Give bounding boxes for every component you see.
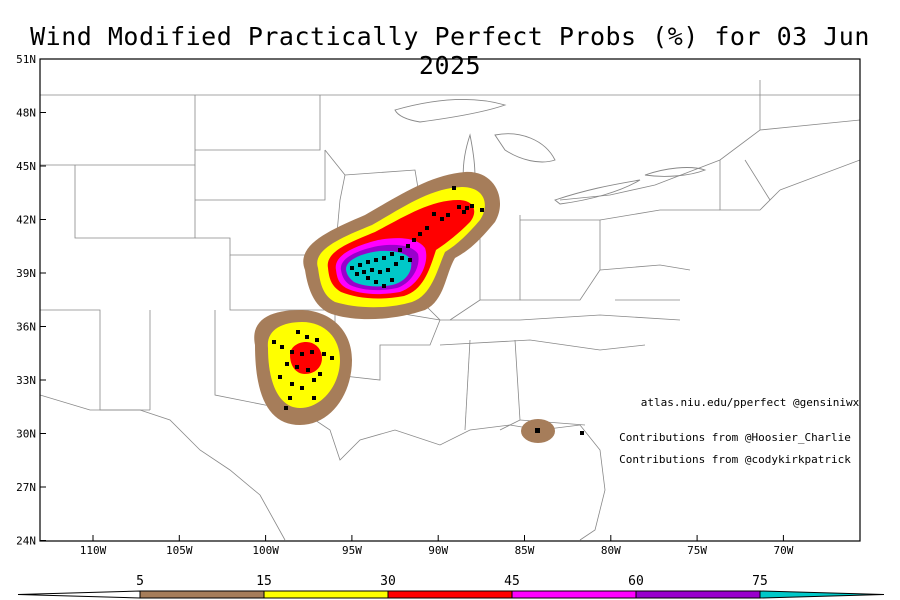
colorbar-label: 30	[380, 574, 396, 589]
lon-label: 90W	[428, 544, 448, 557]
lat-label: 51N	[16, 53, 36, 66]
longitude-axis: 110W 105W 100W 95W 90W 85W 80W 75W 70W	[80, 535, 794, 557]
credit-contrib-1: Contributions from @Hoosier_Charlie	[619, 431, 851, 444]
credit-site: atlas.niu.edu/pperfect @gensiniwx	[641, 396, 860, 409]
colorbar-label: 60	[628, 574, 644, 589]
lon-label: 75W	[687, 544, 707, 557]
colorbar-min-triangle	[17, 590, 141, 599]
lat-label: 24N	[16, 535, 36, 548]
contour-75-north	[345, 250, 412, 287]
page-title: Wind Modified Practically Perfect Probs …	[30, 22, 870, 80]
map-frame	[39, 58, 861, 542]
colorbar-label: 5	[136, 574, 144, 589]
lat-label: 45N	[16, 160, 36, 173]
great-lakes	[394, 99, 707, 207]
prob-contours	[254, 171, 555, 443]
latitude-axis: 51N 48N 45N 42N 39N 36N 33N 30N 27N 24N	[16, 53, 46, 548]
lon-label: 70W	[773, 544, 793, 557]
colorbar-max-triangle	[759, 590, 885, 599]
lat-label: 42N	[16, 214, 36, 227]
lon-label: 105W	[166, 544, 193, 557]
state-borders	[40, 80, 860, 541]
lon-label: 80W	[601, 544, 621, 557]
lat-label: 36N	[16, 321, 36, 334]
colorbar-segment	[139, 590, 265, 599]
colorbar-label: 75	[752, 574, 768, 589]
lat-label: 48N	[16, 107, 36, 120]
colorbar-label: 15	[256, 574, 272, 589]
lon-label: 100W	[252, 544, 279, 557]
colorbar-segment	[263, 590, 389, 599]
lat-label: 33N	[16, 374, 36, 387]
colorbar: 5 15 30 45 60 75	[17, 574, 885, 599]
lon-label: 85W	[515, 544, 535, 557]
lat-label: 39N	[16, 267, 36, 280]
lat-label: 30N	[16, 428, 36, 441]
lat-label: 27N	[16, 481, 36, 494]
colorbar-segment	[635, 590, 761, 599]
colorbar-segment	[511, 590, 637, 599]
storm-reports	[272, 186, 584, 435]
lon-label: 110W	[80, 544, 107, 557]
colorbar-label: 45	[504, 574, 520, 589]
lon-label: 95W	[342, 544, 362, 557]
colorbar-segment	[387, 590, 513, 599]
credit-contrib-2: Contributions from @codykirkpatrick	[619, 453, 851, 466]
